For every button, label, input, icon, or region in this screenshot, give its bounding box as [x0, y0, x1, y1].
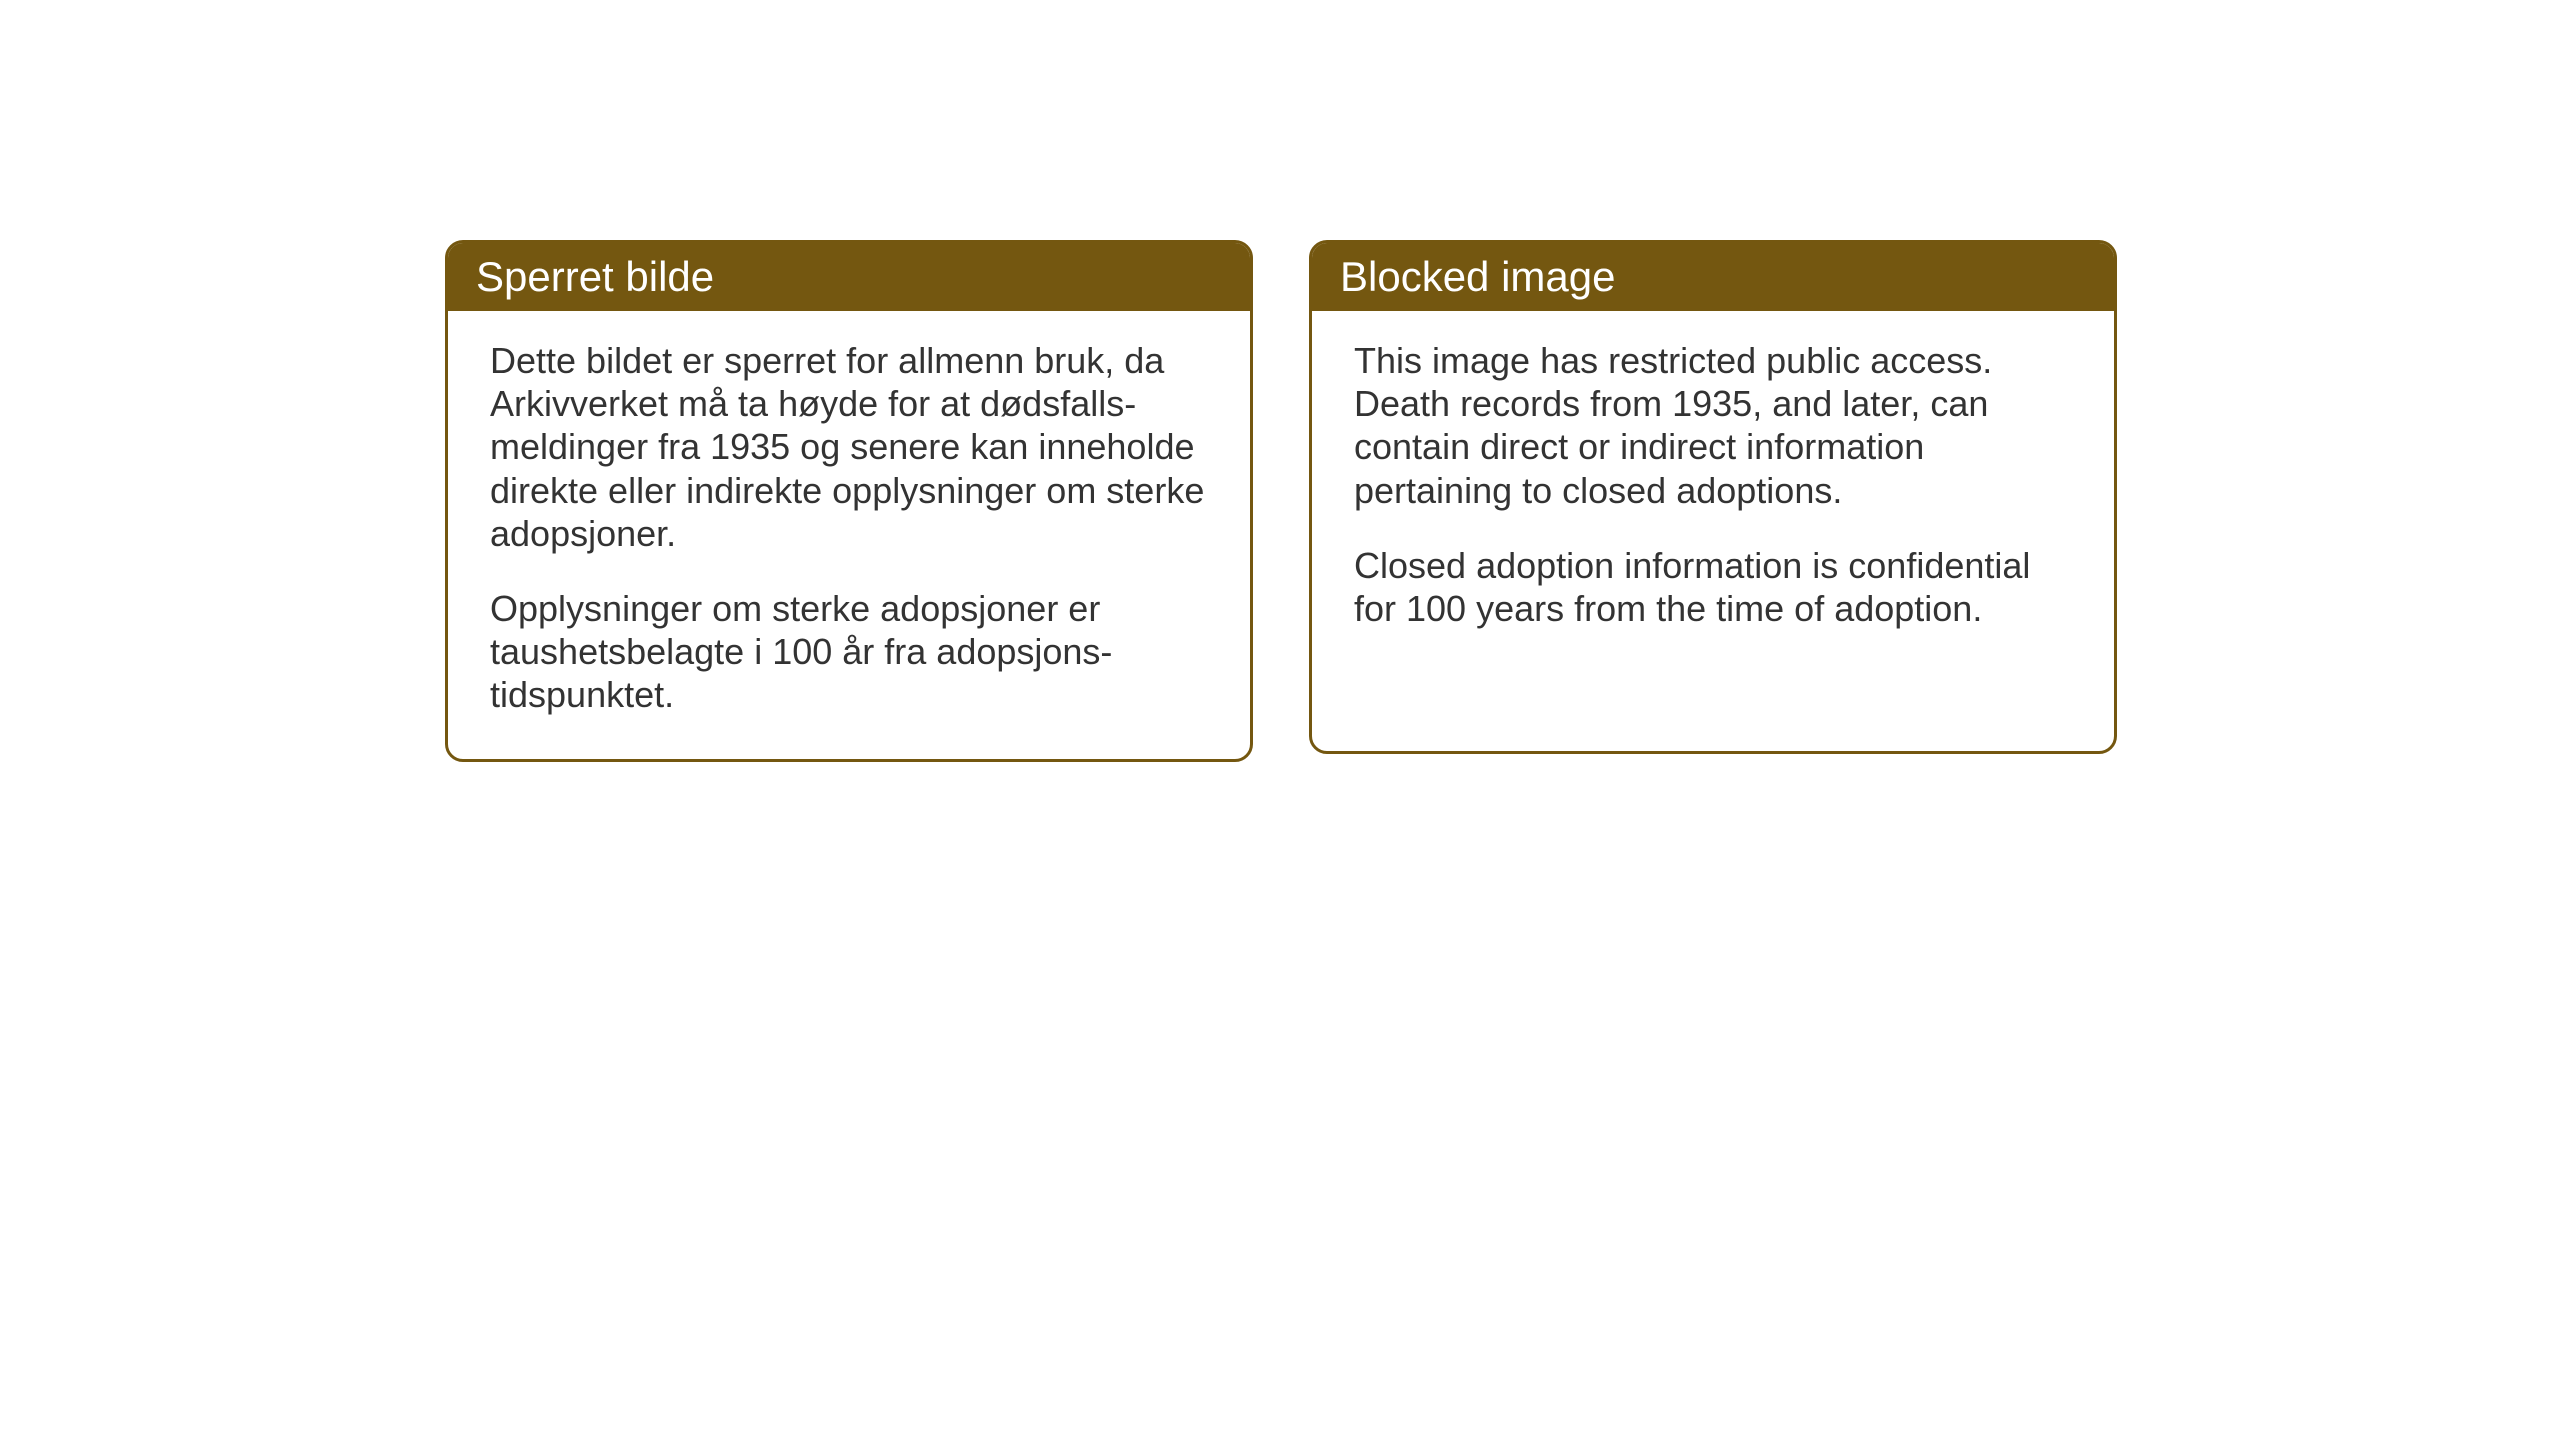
notice-panels-container: Sperret bilde Dette bildet er sperret fo…: [445, 240, 2117, 762]
english-paragraph-2: Closed adoption information is confident…: [1354, 544, 2072, 630]
english-panel-body: This image has restricted public access.…: [1312, 311, 2114, 672]
norwegian-notice-panel: Sperret bilde Dette bildet er sperret fo…: [445, 240, 1253, 762]
norwegian-panel-body: Dette bildet er sperret for allmenn bruk…: [448, 311, 1250, 759]
english-panel-title: Blocked image: [1312, 243, 2114, 311]
norwegian-panel-title: Sperret bilde: [448, 243, 1250, 311]
norwegian-paragraph-1: Dette bildet er sperret for allmenn bruk…: [490, 339, 1208, 555]
norwegian-paragraph-2: Opplysninger om sterke adopsjoner er tau…: [490, 587, 1208, 717]
english-notice-panel: Blocked image This image has restricted …: [1309, 240, 2117, 754]
english-paragraph-1: This image has restricted public access.…: [1354, 339, 2072, 512]
